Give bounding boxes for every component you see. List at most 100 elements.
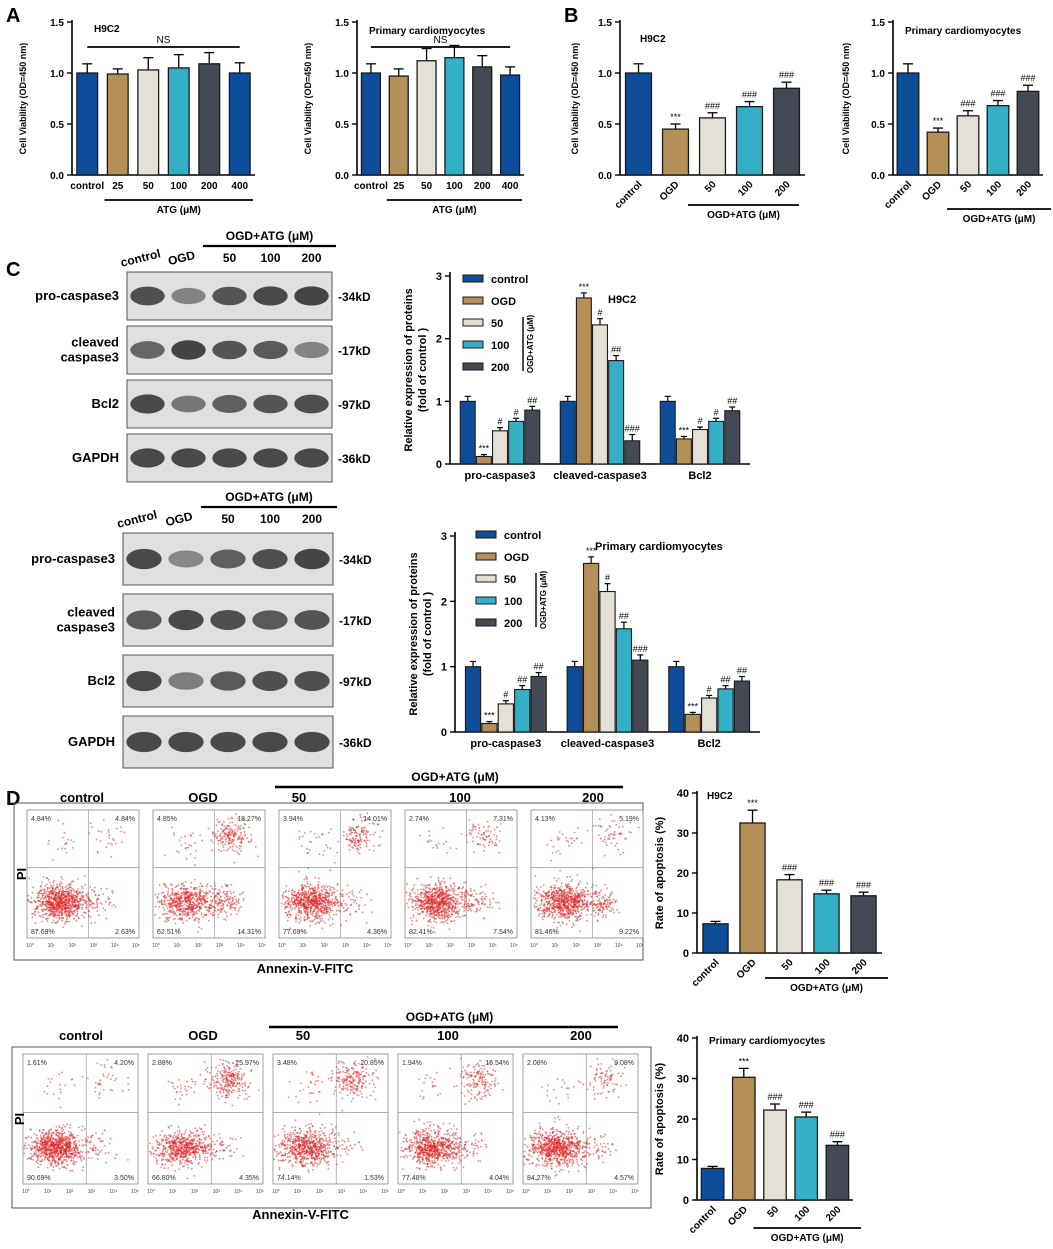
event-dot [550,839,553,842]
event-dot [77,892,80,895]
event-dot [470,889,472,892]
event-dot [34,910,37,913]
event-dot [53,879,55,882]
event-dot [60,882,63,885]
legend-label: 50 [504,574,516,586]
event-dot [99,902,101,904]
event-dot [233,895,236,898]
event-dot [235,900,238,903]
event-dot [76,898,78,900]
event-dot [492,897,495,900]
event-dot [372,845,375,847]
event-dot [280,902,283,905]
event-dot [61,887,64,890]
event-dot [428,890,430,893]
flow-flow1: 4.84% 4.84%87.69% 2.63%10⁰ 10¹ 10² 10³ 10⁴ 10⁵c… [13,770,644,976]
event-dot [72,910,74,913]
event-dot [297,914,300,916]
bar [608,360,625,465]
event-dot [174,886,177,888]
event-dot [304,891,307,893]
event-dot [545,901,548,903]
x-tick-label: 50 [703,179,719,195]
event-dot [568,892,571,895]
event-dot [458,908,461,911]
event-dot [210,849,213,852]
event-dot [568,885,571,888]
event-dot [173,897,175,900]
event-dot [439,917,441,920]
event-dot [236,817,239,820]
significance-mark: # [514,407,519,417]
event-dot [439,882,442,884]
event-dot [93,890,95,892]
event-dot [453,889,456,892]
event-dot [606,828,609,831]
bar [198,63,221,176]
event-dot [200,897,203,900]
event-dot [68,896,71,899]
event-dot [448,905,450,907]
legend-swatch [475,596,497,605]
event-dot [417,895,419,898]
event-dot [615,842,618,845]
event-dot [110,855,113,858]
event-dot [237,835,240,837]
event-dot [547,903,549,905]
event-dot [41,909,44,912]
event-dot [224,838,227,841]
chart-title: H9C2 [707,791,733,802]
event-dot [324,922,327,924]
blot-band [294,610,330,630]
event-dot [339,893,341,895]
event-dot [200,927,203,930]
event-dot [592,824,595,827]
event-dot [306,881,309,883]
event-dot [451,907,454,910]
event-dot [223,910,226,912]
event-dot [453,919,456,922]
event-dot [231,845,234,848]
event-dot [284,896,286,898]
y-tick-label: 1 [436,396,442,408]
x-tick-label: 200 [824,1204,844,1224]
event-dot [355,826,357,829]
event-dot [597,914,600,916]
event-dot [534,894,536,897]
blot-band [212,395,247,413]
event-dot [489,899,491,901]
event-dot [360,889,363,891]
event-dot [166,916,169,919]
event-dot [232,843,235,845]
event-dot [431,916,434,919]
event-dot [584,906,586,909]
y-axis-label: Cell Viability (OD=450 nm) [841,43,851,155]
bar [388,75,409,176]
event-dot [221,831,224,833]
event-dot [442,900,444,903]
event-dot [44,908,46,911]
event-dot [164,854,167,857]
band-size-label: -34kD [338,290,371,304]
event-dot [178,905,180,907]
blot-band [253,340,288,360]
event-dot [203,898,206,901]
event-dot [184,847,187,850]
event-dot [41,892,43,895]
event-dot [65,915,68,917]
event-dot [193,864,196,866]
event-dot [445,898,448,900]
event-dot [322,893,325,896]
event-dot [37,892,40,895]
event-dot [294,890,296,893]
event-dot [86,904,89,907]
event-dot [308,885,310,888]
event-dot [581,899,583,902]
event-dot [412,914,415,916]
event-dot [312,903,314,906]
event-dot [50,913,53,916]
event-dot [107,829,110,831]
lane-label: 100 [260,251,280,265]
event-dot [420,888,422,891]
event-dot [70,839,72,841]
